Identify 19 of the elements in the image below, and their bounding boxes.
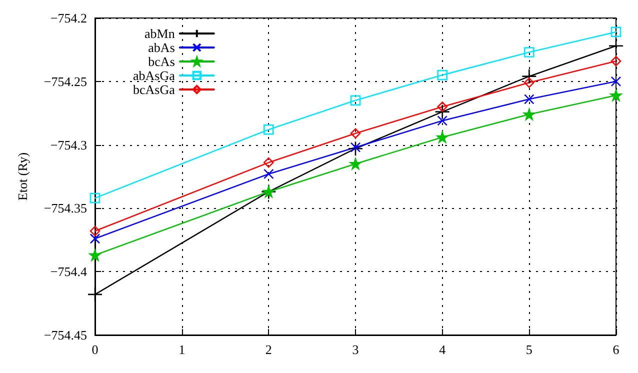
x-tick-label: 5 bbox=[526, 342, 532, 357]
x-tick-label: 2 bbox=[265, 342, 272, 357]
x-tick-label: 0 bbox=[92, 342, 98, 357]
y-axis-title: Etot (Ry) bbox=[15, 152, 30, 201]
x-tick-label: 3 bbox=[352, 342, 359, 357]
legend-label: bcAs bbox=[148, 54, 175, 69]
y-tick-label: −754.4 bbox=[50, 264, 88, 280]
legend-label: abAsGa bbox=[132, 68, 176, 83]
legend-label: bcAsGa bbox=[132, 82, 176, 97]
x-tick-label: 1 bbox=[178, 342, 186, 357]
y-tick-label: −754.3 bbox=[50, 137, 87, 152]
y-tick-label: −754.25 bbox=[44, 74, 87, 89]
y-tick-label: −754.35 bbox=[44, 200, 87, 216]
x-tick-label: 6 bbox=[612, 342, 620, 357]
y-tick-label: −754.2 bbox=[50, 10, 87, 26]
y-tick-label: −754.45 bbox=[44, 328, 87, 342]
x-tick-label: 4 bbox=[439, 342, 446, 357]
legend-label: abMn bbox=[144, 26, 176, 41]
legend-label: abAs bbox=[148, 40, 175, 55]
